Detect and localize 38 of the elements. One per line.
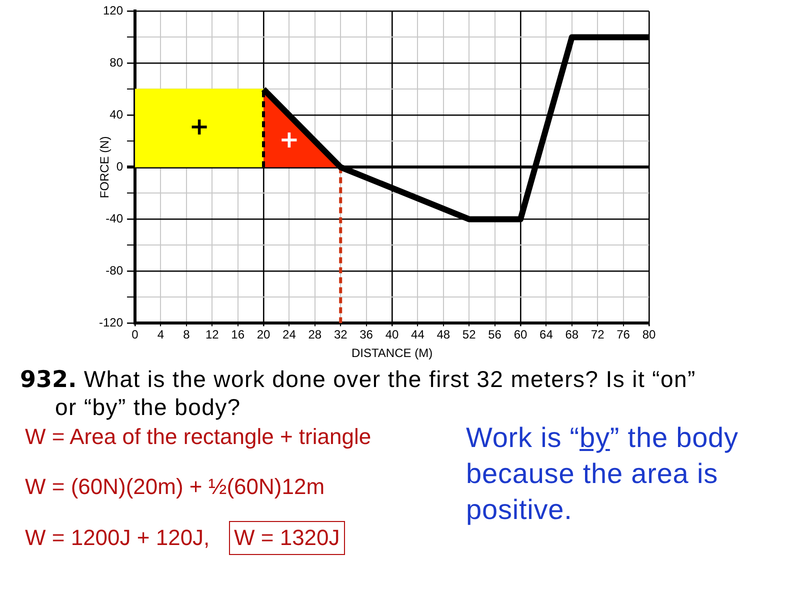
x-tick-label: 40 [385,328,400,342]
text: W = 1200J + 120J, [25,525,210,551]
x-tick-label: 68 [565,328,579,342]
x-tick-label: 4 [157,328,164,342]
x-tick-label: 52 [462,328,476,342]
text: W = (60N)(20m) + ½(60N)12m [25,474,325,500]
text: W = 1320J [229,521,345,555]
x-tick-label: 76 [616,328,630,342]
x-tick-label: 28 [308,328,322,342]
x-tick-label: 80 [642,328,656,342]
x-tick-label: 8 [183,328,190,342]
y-tick-label: 80 [110,56,124,70]
y-tick-label: 0 [116,160,124,174]
y-tick-label: 40 [110,108,124,122]
x-tick-label: 12 [205,328,220,342]
text: Work is “by” the body because the area is positive. [466,421,740,527]
text: W = Area of the rectangle + triangle [25,424,372,450]
x-tick-label: 60 [514,328,528,342]
x-tick-label: 56 [488,328,502,342]
x-tick-label: 24 [282,328,296,342]
y-tick-label: -120 [98,316,124,330]
x-tick-label: 72 [590,328,605,342]
annotation: + [279,125,300,154]
annotation: + [189,112,210,140]
x-tick-label: 48 [436,328,450,342]
x-tick-label: 64 [540,328,554,342]
x-tick-label: 0 [132,328,139,342]
x-tick-label: 44 [411,328,425,342]
y-tick-label: -80 [106,264,124,278]
x-tick-label: 16 [231,328,245,342]
y-tick-label: -40 [106,212,124,226]
text: 932. What is the work done over the first 32 meters? Is it “on” or “by” the body? [20,366,697,421]
y-tick-label: 120 [102,4,124,18]
x-axis-title: DISTANCE (M) [351,346,433,360]
x-tick-label: 20 [256,328,271,342]
y-axis-title: FORCE (N) [97,136,112,198]
x-tick-label: 36 [360,328,374,342]
x-tick-label: 32 [334,328,348,342]
